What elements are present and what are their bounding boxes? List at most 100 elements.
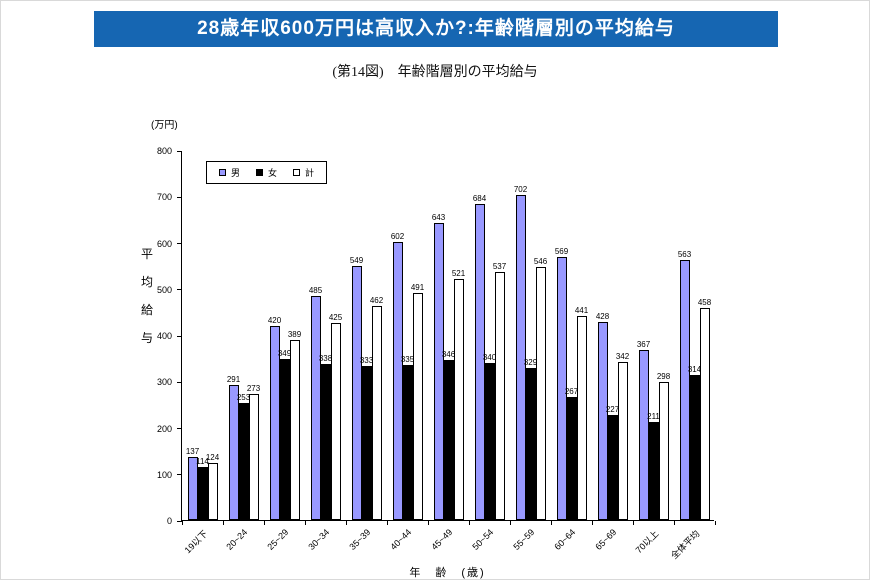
x-tick-label: 19以下 <box>183 528 210 556</box>
bar <box>330 323 341 520</box>
bar <box>556 256 567 520</box>
x-tick-mark <box>510 521 511 525</box>
y-tick-label: 300 <box>156 377 172 388</box>
page-title: 28歳年収600万円は高収入か?:年齢階層別の平均給与 <box>94 11 778 47</box>
x-tick-mark <box>674 521 675 525</box>
bar <box>279 358 290 520</box>
bar <box>658 382 669 520</box>
x-tick-label: 50~54 <box>470 527 496 552</box>
bar-value-label: 563 <box>677 249 692 259</box>
y-tick-mark <box>177 150 182 152</box>
x-tick-mark <box>305 521 306 525</box>
bar-value-label: 267 <box>564 386 579 396</box>
bar-value-label: 137 <box>185 446 200 456</box>
legend-swatch <box>293 169 301 176</box>
bar <box>412 292 423 520</box>
legend-label: 計 <box>305 168 315 178</box>
bar-value-label: 549 <box>349 256 364 266</box>
bar-value-label: 367 <box>636 340 651 350</box>
y-tick-mark <box>177 520 182 522</box>
bar-value-label: 521 <box>451 269 466 279</box>
bar <box>269 325 280 520</box>
salary-bar-chart: (万円) 平均給与 男 女 計 0 100 200 300 400 500 600 700 800 1… <box>121 96 771 579</box>
y-axis-title-char: 給 <box>141 303 154 317</box>
bar <box>638 350 649 520</box>
bar-value-label: 462 <box>369 296 384 306</box>
bar <box>443 359 454 520</box>
bar-value-label: 425 <box>328 313 343 323</box>
legend-item: 計 <box>293 166 314 179</box>
bar <box>617 361 628 520</box>
bar <box>494 271 505 520</box>
bar-value-label: 602 <box>390 231 405 241</box>
y-tick-mark <box>177 428 182 429</box>
bar-value-label: 298 <box>656 372 671 382</box>
bar-value-label: 273 <box>246 383 261 393</box>
bar <box>289 340 300 520</box>
x-tick-mark <box>428 521 429 525</box>
bar <box>371 306 382 520</box>
bar-value-label: 227 <box>605 405 620 414</box>
bar <box>484 362 495 520</box>
bar-value-label: 346 <box>441 349 456 359</box>
y-tick-mark <box>177 474 182 476</box>
bar <box>453 279 464 520</box>
y-tick-mark <box>177 243 182 244</box>
x-axis-title: 年 齢 (歳) <box>409 567 486 579</box>
bar <box>207 462 218 520</box>
bar-value-label: 333 <box>359 355 374 365</box>
bar-value-label: 124 <box>205 452 220 462</box>
bar <box>689 374 700 520</box>
y-axis-title-char: 平 <box>141 247 154 261</box>
bar <box>525 367 536 520</box>
bar-value-label: 342 <box>615 351 630 361</box>
x-tick-label: 30~34 <box>306 527 332 552</box>
legend-swatch <box>256 169 264 176</box>
chart-legend: 男女計 <box>206 161 328 184</box>
bar <box>402 365 413 520</box>
y-tick-label: 800 <box>156 146 172 156</box>
x-tick-mark <box>182 521 183 525</box>
bar <box>474 203 485 520</box>
bar-value-label: 314 <box>687 364 702 374</box>
bar-value-label: 253 <box>236 392 251 402</box>
bar-value-label: 389 <box>287 330 302 340</box>
bar-value-label: 684 <box>472 193 487 203</box>
bar <box>197 467 208 520</box>
bar <box>248 393 259 520</box>
x-tick-mark <box>346 521 347 525</box>
x-tick-mark <box>469 521 470 525</box>
bar <box>607 415 618 520</box>
bar <box>699 308 710 520</box>
figure-caption: (第14図) 年齢階層別の平均給与 <box>332 65 538 80</box>
y-tick-label: 100 <box>156 469 172 480</box>
y-tick-label: 500 <box>156 284 172 295</box>
bar-value-label: 335 <box>400 355 415 365</box>
y-tick-label: 600 <box>156 238 172 249</box>
y-axis-title-char: 与 <box>141 331 154 345</box>
x-tick-label: 55~59 <box>511 527 537 552</box>
bar-value-label: 349 <box>277 348 292 358</box>
x-tick-label: 60~64 <box>552 527 578 552</box>
bar <box>361 366 372 520</box>
bar <box>576 316 587 520</box>
x-tick-mark <box>387 521 388 525</box>
bar-value-label: 491 <box>410 282 425 292</box>
x-tick-label: 70以上 <box>634 528 661 556</box>
x-tick-mark <box>264 521 265 525</box>
bar-value-label: 211 <box>647 412 660 422</box>
x-tick-label: 20~24 <box>224 527 250 552</box>
y-tick-label: 400 <box>156 331 172 341</box>
y-tick-label: 0 <box>166 516 172 526</box>
y-tick-label: 200 <box>156 423 172 434</box>
x-tick-label: 35~39 <box>347 527 373 552</box>
y-tick-mark <box>177 289 182 291</box>
legend-swatch <box>219 169 226 176</box>
y-tick-mark <box>177 196 182 198</box>
bar <box>597 322 608 520</box>
x-tick-label: 全体平均 <box>669 528 702 561</box>
legend-item: 男 <box>219 166 240 179</box>
bar-value-label: 291 <box>226 375 241 385</box>
y-tick-label: 700 <box>156 192 172 203</box>
